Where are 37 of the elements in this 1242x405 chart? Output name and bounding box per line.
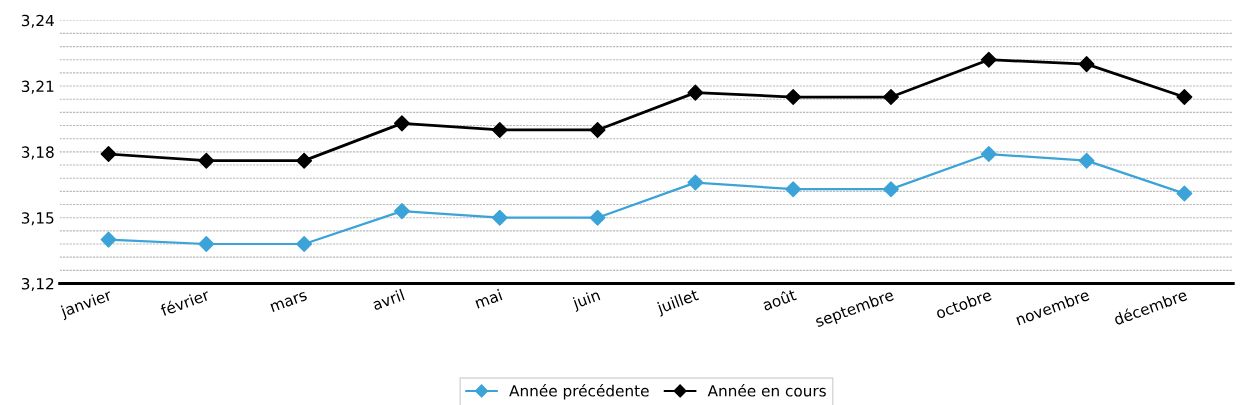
point <box>296 236 313 252</box>
x-tick-label: avril <box>371 288 405 311</box>
x-tick-label: août <box>761 287 797 311</box>
point <box>883 181 899 198</box>
y-tick-label: 3,15 <box>21 212 54 226</box>
point <box>687 84 704 101</box>
point <box>1078 152 1095 169</box>
point <box>589 209 606 226</box>
point <box>687 174 704 191</box>
legend-label: Année précédente <box>509 384 649 400</box>
point <box>491 209 508 226</box>
point <box>393 115 410 132</box>
point <box>589 121 606 138</box>
y-tick-label: 3,18 <box>21 146 54 160</box>
point <box>1176 89 1193 106</box>
y-tick-label: 3,12 <box>21 277 54 292</box>
x-tick-label: juin <box>571 288 602 312</box>
point <box>785 89 802 106</box>
x-tick-label: mai <box>474 288 503 309</box>
point <box>785 181 802 198</box>
point <box>1176 185 1193 202</box>
point <box>491 121 508 138</box>
legend-label: Année en cours <box>707 384 826 397</box>
point <box>100 231 117 248</box>
point <box>1078 56 1095 73</box>
point <box>883 89 899 106</box>
x-tick-label: mars <box>270 291 308 313</box>
point <box>198 152 215 169</box>
point <box>198 236 215 252</box>
y-tick-label: 3,24 <box>21 14 54 28</box>
point <box>100 146 117 163</box>
point <box>296 152 313 169</box>
y-tick-label: 3,21 <box>21 80 54 94</box>
x-tick-label: février <box>159 287 211 317</box>
point <box>980 51 997 68</box>
point <box>393 203 410 220</box>
point <box>980 146 997 163</box>
